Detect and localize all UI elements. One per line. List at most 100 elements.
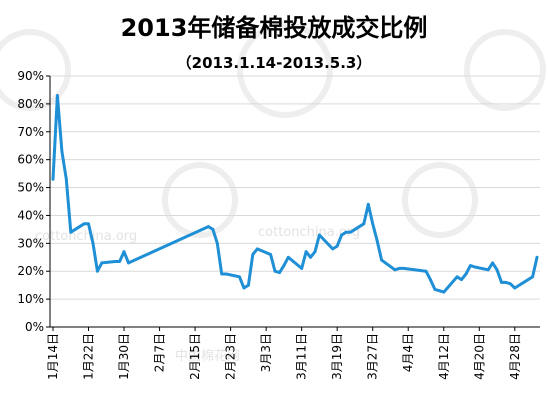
data-point [247, 283, 250, 287]
data-point [531, 275, 534, 279]
data-point [242, 286, 246, 290]
data-point [51, 177, 55, 181]
y-tick-label: 50% [17, 181, 44, 195]
data-point [122, 250, 126, 254]
x-tick-label: 1月14日 [46, 333, 60, 380]
data-point [380, 258, 383, 262]
watermark-ring [464, 29, 546, 111]
y-tick-label: 80% [17, 97, 44, 111]
x-tick-label: 3月11日 [295, 333, 309, 380]
x-tick-label: 1月30日 [117, 333, 131, 380]
data-point [127, 261, 130, 265]
watermark-ring [0, 29, 71, 111]
data-point [60, 149, 64, 153]
data-point [238, 275, 241, 279]
data-point [500, 281, 503, 284]
y-tick-label: 0% [25, 320, 44, 334]
data-point [344, 230, 348, 234]
data-point [255, 247, 259, 251]
data-point [282, 264, 286, 267]
data-point [318, 233, 321, 237]
data-point [56, 94, 59, 97]
data-point [335, 244, 339, 248]
data-point [118, 260, 121, 263]
data-point [251, 253, 255, 256]
data-point [491, 261, 494, 265]
data-point [313, 250, 317, 254]
data-point [371, 222, 375, 226]
data-point [309, 255, 312, 259]
x-tick-label: 3月27日 [366, 333, 380, 380]
x-tick-label: 2月7日 [153, 333, 167, 372]
data-point [100, 261, 104, 265]
data-point [91, 241, 95, 245]
watermark-ring [402, 162, 478, 238]
y-axis-ticks: 0% 10% 20% 30% 40% 50% 60% 70% 80% 90% [17, 69, 50, 334]
x-tick-label: 2月23日 [224, 333, 238, 380]
data-point [273, 269, 277, 273]
x-tick-label: 4月12日 [437, 333, 451, 380]
chart-title: 2013年储备棉投放成交比例 [121, 14, 428, 42]
data-point [87, 222, 90, 226]
data-point [300, 267, 304, 270]
series-line [51, 94, 539, 294]
y-tick-label: 30% [17, 236, 44, 250]
data-point [513, 286, 517, 290]
y-tick-label: 10% [17, 292, 44, 306]
watermark: cottonchina.org cottonchina.org 中国棉花网 [0, 22, 546, 364]
data-point [64, 177, 68, 181]
data-point [402, 267, 406, 270]
chart-subtitle: （2013.1.14-2013.5.3） [177, 54, 372, 72]
data-point [211, 228, 215, 231]
x-tick-label: 4月28日 [508, 333, 522, 380]
data-point [207, 225, 210, 229]
y-tick-label: 90% [17, 69, 44, 83]
data-point [286, 255, 290, 259]
data-point [460, 278, 463, 281]
x-tick-label: 4月4日 [401, 333, 415, 372]
watermark-ring [237, 22, 333, 118]
y-tick-label: 40% [17, 208, 44, 222]
y-tick-label: 70% [17, 125, 44, 139]
data-point [504, 281, 508, 284]
data-point [366, 202, 370, 206]
data-point [278, 271, 281, 274]
y-tick-label: 20% [17, 264, 44, 278]
data-point [82, 222, 86, 226]
data-point [464, 272, 468, 276]
x-tick-label: 2月15日 [188, 333, 202, 380]
data-point [224, 272, 228, 276]
data-point [96, 269, 99, 273]
data-point [215, 241, 219, 245]
data-point [433, 288, 437, 291]
data-point [535, 255, 539, 259]
data-point [495, 268, 499, 272]
data-point [113, 260, 117, 263]
data-point [393, 268, 397, 272]
x-tick-label: 1月22日 [82, 333, 96, 380]
data-point [362, 222, 366, 226]
data-point [375, 239, 379, 242]
watermark-text: 中国棉花网 [175, 348, 240, 364]
data-point [397, 267, 401, 270]
watermark-text: cottonchina.org [258, 225, 360, 240]
watermark-ring [162, 162, 238, 238]
data-point [304, 250, 308, 254]
y-tick-label: 60% [17, 153, 44, 167]
data-point [469, 264, 472, 267]
data-point [220, 272, 224, 276]
data-point [442, 290, 446, 294]
axes [49, 76, 540, 328]
x-tick-label: 4月20日 [472, 333, 486, 380]
data-point [269, 253, 272, 256]
data-point [331, 247, 335, 251]
data-point [340, 233, 343, 237]
data-point [455, 275, 459, 279]
data-point [349, 230, 352, 234]
series-layer [51, 94, 539, 294]
data-point [429, 278, 432, 281]
data-point [473, 265, 477, 269]
x-tick-label: 3月19日 [330, 333, 344, 380]
